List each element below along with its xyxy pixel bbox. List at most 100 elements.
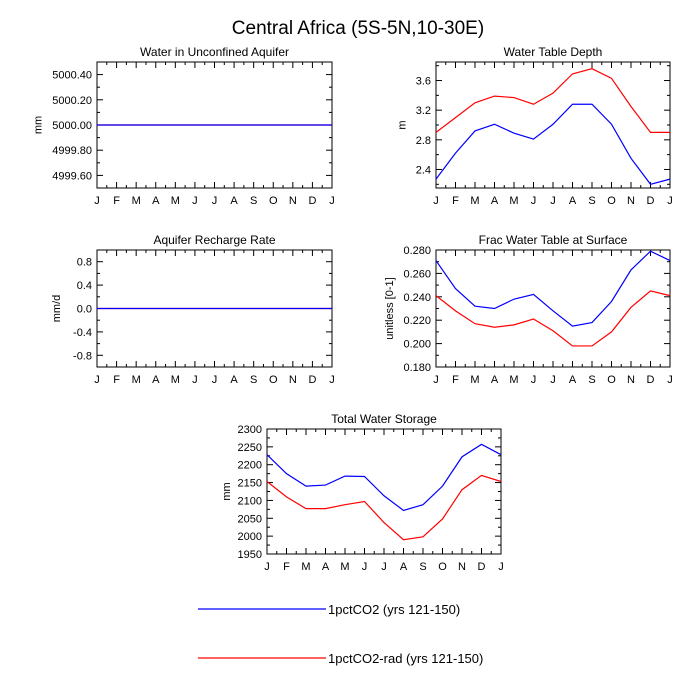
panel-title: Frac Water Table at Surface — [479, 233, 628, 247]
panel-title: Water in Unconfined Aquifer — [140, 45, 289, 59]
x-tick-label: M — [171, 374, 180, 386]
y-tick-label: 0.280 — [403, 245, 431, 257]
x-tick-label: J — [212, 374, 218, 386]
y-tick-label: 5000.20 — [52, 95, 92, 107]
x-tick-label: A — [569, 195, 577, 207]
y-tick-label: 2200 — [238, 460, 262, 472]
x-tick-label: J — [192, 195, 198, 207]
y-tick-label: 2000 — [238, 531, 262, 543]
y-tick-label: 0.0 — [77, 304, 92, 316]
x-tick-label: O — [607, 374, 616, 386]
x-tick-label: S — [250, 195, 257, 207]
y-tick-label: 4999.60 — [52, 170, 92, 182]
series-line — [266, 443, 502, 512]
x-tick-label: J — [550, 374, 556, 386]
y-tick-label: -0.4 — [73, 327, 92, 339]
x-tick-label: O — [607, 195, 616, 207]
series-line — [435, 103, 671, 185]
legend-label: 1pctCO2-rad (yrs 121-150) — [328, 651, 483, 666]
x-tick-label: J — [498, 561, 504, 573]
series-line — [266, 474, 502, 541]
figure-title: Central Africa (5S-5N,10-30E) — [232, 18, 484, 39]
y-tick-label: 4999.80 — [52, 145, 92, 157]
x-tick-label: S — [588, 374, 595, 386]
x-tick-label: M — [301, 561, 310, 573]
y-tick-label: 2100 — [238, 495, 262, 507]
x-tick-label: J — [531, 374, 537, 386]
x-tick-label: S — [588, 195, 595, 207]
x-tick-label: S — [250, 374, 257, 386]
y-axis-label: unitless [0-1] — [384, 277, 396, 339]
x-tick-label: A — [491, 374, 499, 386]
x-tick-label: M — [340, 561, 349, 573]
x-tick-label: N — [289, 195, 297, 207]
y-tick-label: 5000.40 — [52, 70, 92, 82]
x-tick-label: D — [308, 374, 316, 386]
x-tick-label: O — [269, 195, 278, 207]
y-tick-label: 2250 — [238, 442, 262, 454]
x-tick-label: F — [283, 561, 290, 573]
plot-frame — [266, 428, 502, 555]
x-tick-label: J — [433, 195, 439, 207]
y-tick-label: 2.8 — [416, 135, 431, 147]
legend: 1pctCO2 (yrs 121-150) 1pctCO2-rad (yrs 12… — [198, 602, 483, 666]
x-tick-label: J — [381, 561, 387, 573]
x-tick-label: J — [94, 374, 100, 386]
panel-title: Total Water Storage — [331, 412, 437, 426]
y-tick-label: 2150 — [238, 478, 262, 490]
x-tick-label: J — [667, 374, 673, 386]
x-tick-label: M — [470, 195, 479, 207]
y-tick-label: 2050 — [238, 513, 262, 525]
x-tick-label: O — [269, 374, 278, 386]
y-axis-label: mm — [221, 482, 233, 500]
x-tick-label: J — [192, 374, 198, 386]
x-tick-label: M — [509, 374, 518, 386]
legend-label: 1pctCO2 (yrs 121-150) — [328, 602, 460, 617]
panel-title: Water Table Depth — [504, 45, 603, 59]
x-tick-label: A — [400, 561, 408, 573]
x-tick-label: S — [419, 561, 426, 573]
y-tick-label: 2.4 — [416, 164, 431, 176]
x-tick-label: J — [329, 195, 335, 207]
series-line — [435, 290, 671, 347]
series-line — [435, 68, 670, 134]
x-tick-label: F — [452, 195, 459, 207]
x-tick-label: M — [470, 374, 479, 386]
plot-frame — [435, 249, 671, 368]
x-tick-label: N — [458, 561, 466, 573]
x-tick-label: O — [438, 561, 447, 573]
y-tick-label: -0.8 — [73, 350, 92, 362]
x-tick-label: D — [647, 374, 655, 386]
y-tick-label: 5000.00 — [52, 120, 92, 132]
x-tick-label: N — [627, 374, 635, 386]
x-tick-label: M — [509, 195, 518, 207]
y-tick-label: 0.180 — [403, 362, 431, 374]
x-tick-label: J — [362, 561, 368, 573]
x-tick-label: J — [94, 195, 100, 207]
x-tick-label: A — [152, 374, 160, 386]
x-tick-label: J — [433, 374, 439, 386]
x-tick-label: A — [491, 195, 499, 207]
y-tick-label: 1950 — [238, 549, 262, 561]
x-tick-label: A — [569, 374, 577, 386]
x-tick-label: M — [132, 195, 141, 207]
panel-title: Aquifer Recharge Rate — [153, 233, 275, 247]
x-tick-label: M — [132, 374, 141, 386]
x-tick-label: D — [647, 195, 655, 207]
y-tick-label: 0.200 — [403, 339, 431, 351]
y-tick-label: 0.8 — [77, 257, 92, 269]
x-tick-label: N — [289, 374, 297, 386]
x-tick-label: J — [550, 195, 556, 207]
y-tick-label: 0.240 — [403, 292, 431, 304]
x-tick-label: D — [308, 195, 316, 207]
y-tick-label: 3.6 — [416, 76, 431, 88]
series-line — [435, 250, 671, 327]
x-tick-label: J — [531, 195, 537, 207]
x-tick-label: A — [152, 195, 160, 207]
x-tick-label: A — [230, 374, 238, 386]
